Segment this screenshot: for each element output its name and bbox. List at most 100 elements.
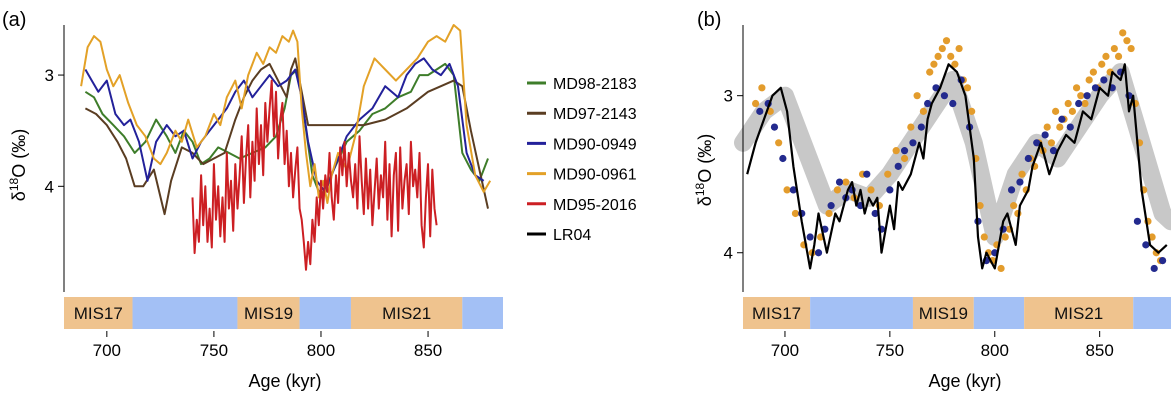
data-point — [871, 209, 879, 218]
data-point — [779, 154, 787, 163]
data-point — [919, 107, 928, 115]
mis-stage-label: MIS19 — [919, 304, 968, 323]
data-point — [1049, 147, 1058, 155]
x-tick-label: 850 — [1085, 341, 1113, 360]
data-point — [1043, 123, 1051, 131]
data-point — [930, 60, 938, 68]
mis-stage-label: MIS19 — [244, 304, 293, 323]
data-point — [1041, 131, 1049, 139]
data-point — [789, 186, 797, 194]
x-tick-label: 800 — [981, 341, 1009, 360]
data-point — [1033, 139, 1041, 147]
series-line — [80, 24, 492, 204]
data-point — [1102, 52, 1110, 61]
data-point — [842, 178, 850, 186]
lr04-uncertainty-band — [734, 63, 1171, 246]
data-point — [1064, 99, 1072, 108]
mis-stage-segment — [299, 297, 351, 329]
data-point — [1083, 92, 1091, 100]
data-point — [1081, 99, 1089, 108]
data-point — [909, 139, 917, 147]
data-point — [1072, 84, 1081, 92]
panel-a-label: (a) — [2, 9, 26, 31]
lr04-line — [746, 63, 1168, 270]
y-tick-label: 4 — [724, 244, 733, 263]
y-axis-label: δ18O (‰) — [7, 129, 29, 201]
legend-label: MD90-0949 — [553, 136, 637, 153]
data-point — [907, 123, 915, 131]
x-axis-label: Age (kyr) — [248, 371, 321, 391]
mis-stage-segment — [810, 297, 913, 329]
mis-stage-label: MIS21 — [382, 304, 431, 323]
data-point — [1100, 76, 1108, 84]
x-tick-label: 850 — [414, 341, 442, 360]
mis-stage-segment — [1024, 297, 1134, 329]
mis-stage-segment — [64, 297, 133, 329]
data-point — [900, 147, 909, 155]
data-point — [775, 139, 783, 147]
mis-stage-bar: MIS17 MIS19 MIS21 — [64, 297, 503, 329]
mis-stage-segment — [1133, 297, 1171, 329]
data-point — [963, 84, 972, 92]
data-point — [976, 202, 984, 210]
data-point — [932, 84, 940, 92]
data-point — [1085, 76, 1093, 84]
mis-stage-label: MIS21 — [1054, 304, 1103, 323]
x-tick-label: 750 — [200, 341, 228, 360]
data-point — [1123, 37, 1131, 45]
data-point — [783, 186, 791, 194]
data-point — [1110, 44, 1118, 53]
legend: MD98-2183 MD97-2143 MD90-0949 MD90-0961 MD95… — [527, 76, 637, 244]
data-point — [1024, 154, 1032, 163]
data-point — [968, 107, 976, 115]
data-point — [825, 209, 833, 218]
data-point — [1133, 217, 1142, 225]
mis-stage-segment — [350, 297, 463, 329]
data-point — [913, 92, 921, 100]
data-point — [1098, 60, 1106, 68]
data-point — [1150, 264, 1158, 273]
data-point — [1075, 99, 1083, 108]
mis-stage-segment — [743, 297, 811, 329]
data-point — [892, 147, 900, 155]
series-line — [84, 57, 485, 193]
data-point — [1127, 44, 1135, 53]
data-point — [1114, 52, 1123, 61]
data-point — [1052, 107, 1060, 115]
legend-label: LR04 — [553, 227, 591, 244]
mis-stage-segment — [132, 297, 238, 329]
mis-stage-segment — [973, 297, 1025, 329]
data-point — [1077, 92, 1085, 100]
mis-stage-segment — [912, 297, 974, 329]
data-point — [942, 37, 951, 45]
axes: 3 4 700 750 800 850 — [45, 25, 442, 360]
data-point — [900, 154, 909, 163]
data-point — [934, 52, 942, 61]
data-point — [980, 233, 988, 241]
mis-stage-label: MIS17 — [74, 304, 123, 323]
data-point — [758, 84, 766, 92]
data-point — [886, 186, 894, 194]
legend-label: MD97-2143 — [553, 106, 637, 123]
data-point — [867, 186, 875, 194]
lr04-curve — [746, 63, 1168, 270]
data-point — [1159, 256, 1167, 265]
mis-stage-bar: MIS17 MIS19 MIS21 — [743, 297, 1171, 329]
x-tick-label: 700 — [771, 341, 799, 360]
axes: 3 4 700 750 800 850 — [724, 25, 1114, 360]
y-axis-label: δ18O (‰) — [693, 134, 715, 206]
mis-stage-segment — [237, 297, 300, 329]
data-point — [1119, 29, 1127, 37]
data-point — [1007, 186, 1016, 194]
panel-b-label: (b) — [697, 9, 721, 31]
series-lines — [80, 24, 492, 271]
data-point — [917, 123, 925, 131]
series-line — [84, 57, 489, 216]
x-tick-label: 750 — [876, 341, 904, 360]
data-point — [827, 202, 835, 210]
data-point — [947, 52, 955, 61]
legend-label: MD95-2016 — [553, 197, 637, 214]
data-point — [940, 92, 949, 100]
y-tick-label: 3 — [724, 87, 733, 106]
